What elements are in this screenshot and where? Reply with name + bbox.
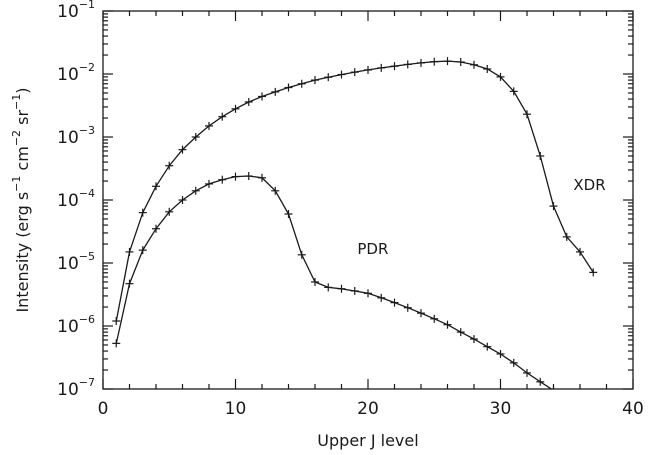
- data-point-xdr: [483, 65, 492, 74]
- data-point-xdr: [456, 58, 465, 67]
- data-point-pdr: [456, 328, 465, 337]
- y-tick-label: 10−1: [57, 0, 95, 22]
- data-point-xdr: [390, 62, 399, 71]
- y-tick-label: 10−7: [57, 376, 95, 400]
- data-point-pdr: [470, 335, 478, 344]
- y-tick-label: 10−3: [57, 124, 95, 148]
- data-point-pdr: [205, 179, 213, 188]
- data-point-xdr: [470, 60, 478, 69]
- data-point-xdr: [231, 104, 240, 113]
- data-point-pdr: [552, 386, 555, 389]
- x-tick-label: 0: [98, 399, 109, 419]
- x-tick-label: 20: [357, 399, 379, 419]
- data-point-xdr: [549, 202, 558, 211]
- data-point-xdr: [125, 247, 134, 256]
- data-point-xdr: [443, 57, 452, 66]
- data-point-xdr: [430, 57, 439, 66]
- data-point-xdr: [178, 145, 187, 154]
- data-point-pdr: [509, 358, 518, 367]
- data-point-pdr: [311, 277, 319, 286]
- data-point-pdr: [125, 279, 134, 288]
- data-point-pdr: [403, 303, 412, 312]
- data-point-xdr: [244, 97, 253, 106]
- data-point-xdr: [536, 151, 545, 160]
- data-point-pdr: [231, 172, 240, 181]
- y-axis-title: Intensity (erg s−1 cm−2 sr−1): [10, 87, 32, 312]
- data-point-pdr: [536, 377, 545, 386]
- data-point-pdr: [244, 172, 253, 181]
- data-point-pdr: [443, 320, 452, 329]
- x-axis-title: Upper J level: [317, 431, 418, 450]
- series-label-pdr: PDR: [357, 240, 388, 258]
- data-point-xdr: [589, 268, 598, 277]
- data-point-pdr: [112, 339, 121, 348]
- data-point-xdr: [112, 317, 121, 326]
- data-point-pdr: [496, 349, 505, 358]
- axis-labels: 0 10 20 30 40 10−7 10−6 10−5 10−4 10−3 10−2 10−1: [57, 0, 644, 419]
- y-tick-label: 10−6: [57, 313, 95, 337]
- data-point-pdr: [523, 368, 531, 377]
- y-tick-label: 10−2: [57, 61, 95, 85]
- data-point-xdr: [311, 76, 319, 85]
- data-point-xdr: [297, 79, 306, 88]
- x-tick-label: 10: [225, 399, 247, 419]
- data-point-xdr: [350, 68, 359, 77]
- data-point-xdr: [165, 161, 174, 170]
- data-point-pdr: [364, 289, 372, 298]
- data-point-pdr: [218, 175, 227, 184]
- data-point-xdr: [377, 63, 386, 72]
- data-point-xdr: [509, 87, 518, 96]
- data-point-pdr: [138, 246, 147, 255]
- series-markers: [112, 57, 598, 389]
- data-point-xdr: [417, 58, 425, 67]
- data-point-xdr: [337, 70, 346, 79]
- x-tick-label: 40: [622, 399, 644, 419]
- data-point-xdr: [324, 73, 333, 82]
- data-point-xdr: [562, 232, 571, 241]
- data-point-pdr: [417, 309, 425, 318]
- data-point-xdr: [364, 65, 372, 74]
- data-point-pdr: [350, 286, 359, 295]
- data-point-xdr: [191, 133, 200, 141]
- data-point-pdr: [377, 293, 386, 302]
- y-tick-label: 10−5: [57, 250, 95, 274]
- data-point-pdr: [337, 284, 346, 293]
- data-point-pdr: [271, 186, 280, 195]
- data-point-xdr: [284, 83, 293, 92]
- series-label-xdr: XDR: [573, 176, 605, 194]
- data-point-xdr: [576, 247, 584, 256]
- data-point-xdr: [152, 182, 160, 191]
- series-line-pdr: [115, 175, 553, 389]
- series-line-xdr: [115, 60, 594, 322]
- data-point-pdr: [430, 314, 439, 323]
- series-curves: [115, 60, 594, 389]
- data-point-pdr: [284, 209, 293, 218]
- data-point-xdr: [205, 121, 213, 130]
- data-point-pdr: [152, 224, 160, 233]
- data-point-pdr: [390, 298, 399, 307]
- data-point-pdr: [297, 250, 306, 259]
- data-point-xdr: [138, 208, 147, 217]
- data-point-pdr: [178, 196, 187, 204]
- data-point-xdr: [258, 92, 266, 101]
- data-point-xdr: [496, 72, 505, 81]
- data-point-pdr: [258, 173, 266, 182]
- data-point-xdr: [403, 60, 412, 69]
- data-point-pdr: [165, 207, 174, 216]
- data-point-xdr: [218, 112, 227, 121]
- axis-ticks: [102, 10, 634, 390]
- data-point-pdr: [191, 186, 200, 195]
- data-point-xdr: [523, 110, 531, 119]
- x-tick-label: 30: [490, 399, 512, 419]
- y-tick-label: 10−4: [57, 187, 95, 211]
- data-point-pdr: [483, 342, 492, 351]
- data-point-pdr: [324, 283, 333, 292]
- data-point-xdr: [271, 87, 280, 96]
